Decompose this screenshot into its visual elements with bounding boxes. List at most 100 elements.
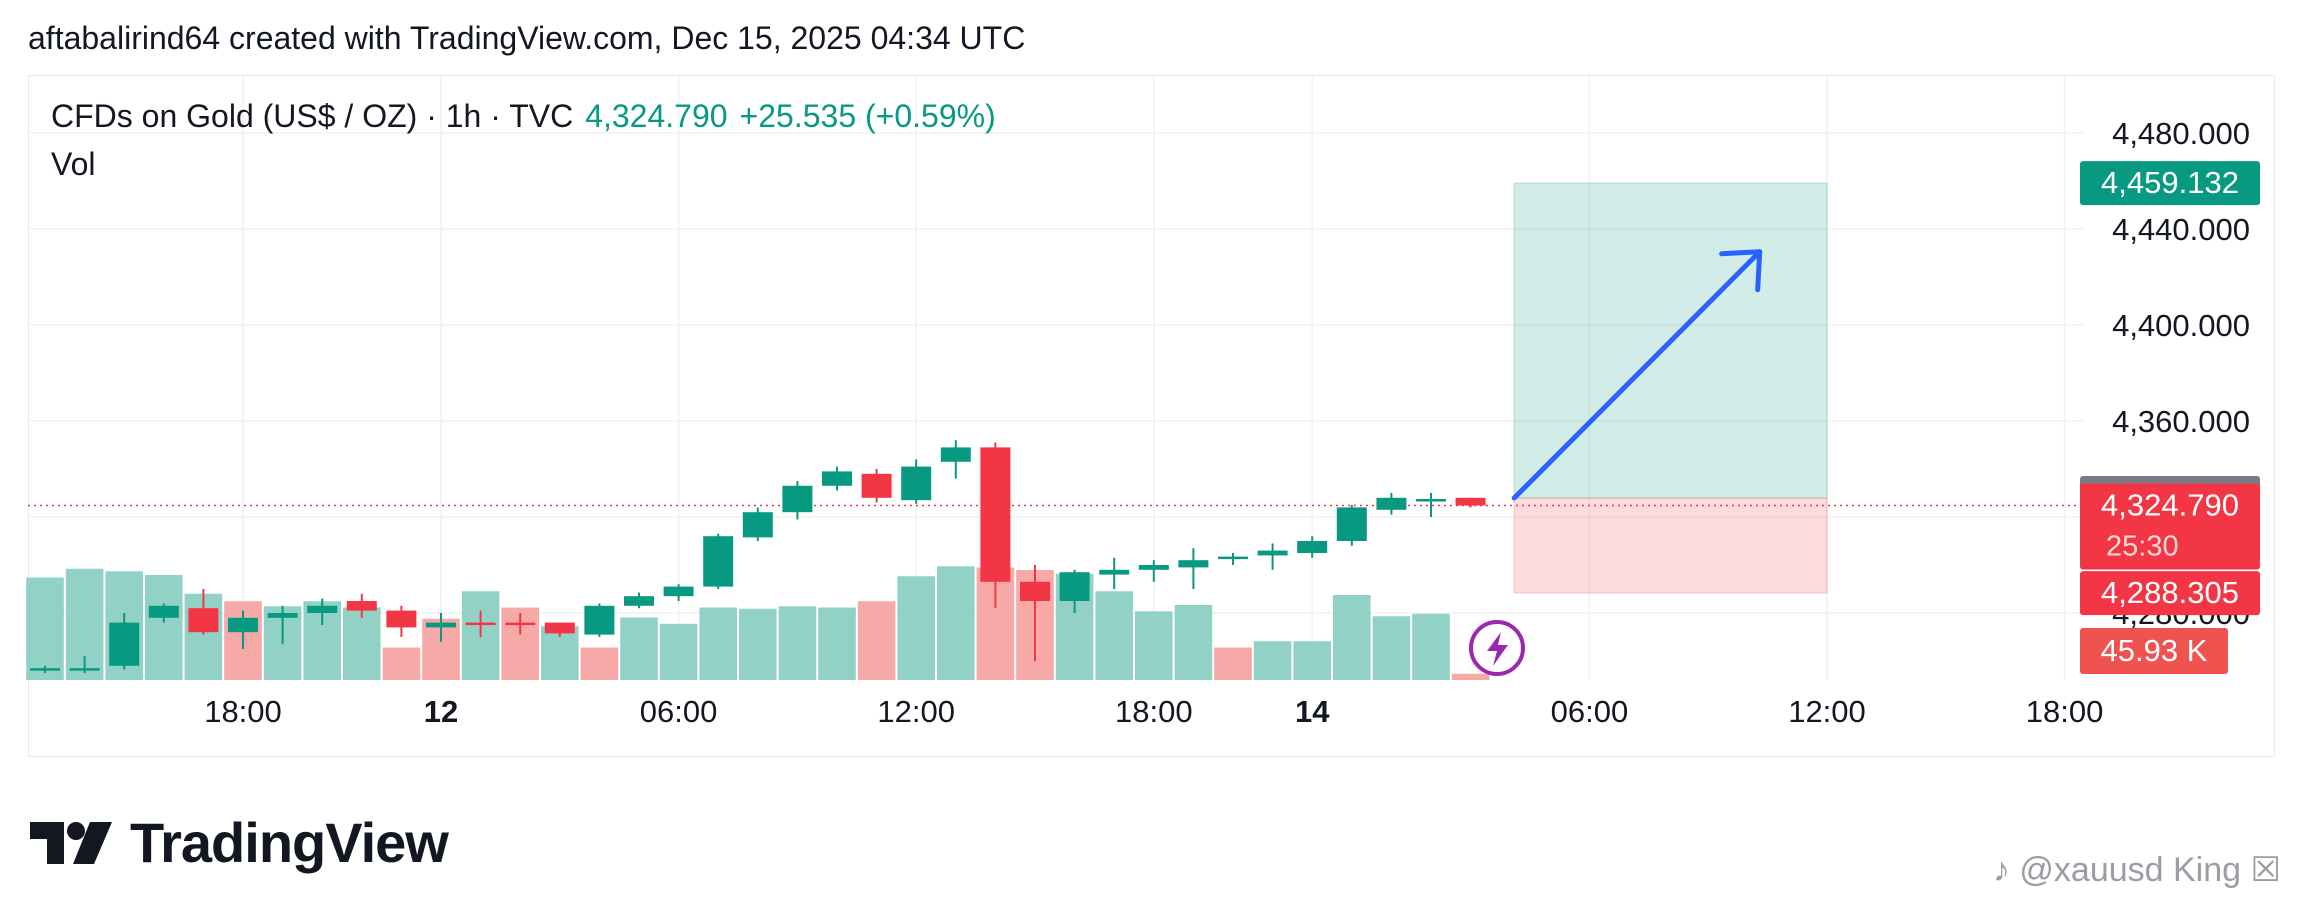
watermark-text: @xauusd King bbox=[2019, 851, 2242, 889]
volume-bar bbox=[818, 607, 856, 680]
candle-body bbox=[742, 512, 773, 538]
volume-bar bbox=[1214, 647, 1252, 680]
lightning-bolt-icon bbox=[1487, 632, 1508, 666]
lightning-event-icon[interactable] bbox=[1469, 620, 1525, 676]
volume-bar bbox=[739, 608, 777, 680]
volume-bar bbox=[699, 607, 737, 680]
volume-bar bbox=[1174, 605, 1213, 680]
volume-bar bbox=[1412, 613, 1450, 680]
candle-body bbox=[1178, 560, 1209, 568]
price-badges: 4,459.1324,327.9034,324.79025:304,288.30… bbox=[2080, 161, 2260, 616]
candle-body bbox=[1059, 572, 1090, 601]
grid bbox=[28, 76, 2085, 680]
candle-body bbox=[544, 622, 575, 634]
time-tick-label: 14 bbox=[1295, 694, 1330, 729]
symbol-title[interactable]: CFDs on Gold (US$ / OZ) · 1h · TVC bbox=[51, 98, 574, 134]
candle-body bbox=[861, 473, 892, 498]
volume-legend[interactable]: Vol bbox=[51, 146, 96, 182]
candle-body bbox=[1336, 507, 1367, 541]
volume-bar bbox=[778, 606, 817, 680]
volume-bar bbox=[937, 566, 975, 680]
volume-bar bbox=[343, 607, 381, 680]
volume-bar bbox=[580, 647, 619, 680]
price-badge-label: 4,324.790 bbox=[2101, 488, 2239, 523]
tradingview-logo-text: TradingView bbox=[130, 811, 449, 874]
watermark-icon: ♪ bbox=[1992, 851, 2010, 889]
candle-body bbox=[663, 586, 694, 597]
volume-bar bbox=[26, 577, 64, 680]
time-tick-label: 12:00 bbox=[1788, 694, 1866, 729]
time-tick-label: 06:00 bbox=[1551, 694, 1629, 729]
candles bbox=[30, 440, 1486, 673]
price-badge bbox=[2080, 161, 2260, 206]
candle-body bbox=[782, 485, 813, 513]
tradingview-logo-icon bbox=[30, 821, 112, 864]
time-tick-label: 18:00 bbox=[204, 694, 282, 729]
candle-body bbox=[1455, 497, 1486, 506]
volume-bar bbox=[659, 623, 698, 680]
time-tick-label: 18:00 bbox=[2026, 694, 2104, 729]
volume-bar bbox=[1095, 591, 1133, 680]
candle-body bbox=[1138, 565, 1169, 570]
candle-body bbox=[822, 471, 852, 486]
price-tick-label: 4,440.000 bbox=[2112, 212, 2250, 247]
candle-body bbox=[703, 536, 734, 587]
candle-body bbox=[69, 668, 100, 671]
volume-bar bbox=[1372, 616, 1411, 680]
candle-body bbox=[307, 605, 338, 613]
price-tick-label: 4,480.000 bbox=[2112, 116, 2250, 151]
price-tick-label: 4,360.000 bbox=[2112, 404, 2250, 439]
price-tick-label: 4,400.000 bbox=[2112, 308, 2250, 343]
volume-bar bbox=[1253, 641, 1292, 680]
watermark: ♪ @xauusd King ☒ bbox=[1993, 850, 2281, 890]
stop-zone bbox=[1513, 497, 1828, 594]
candle-body bbox=[1257, 550, 1288, 556]
volume-bar bbox=[1293, 641, 1331, 680]
tradingview-logo[interactable]: TradingView bbox=[30, 810, 449, 875]
candle-body bbox=[346, 601, 377, 611]
symbol-legend[interactable]: CFDs on Gold (US$ / OZ) · 1h · TVC 4,324.… bbox=[51, 98, 996, 135]
candle-body bbox=[901, 466, 932, 501]
candle-body bbox=[188, 608, 219, 633]
candle-body bbox=[624, 596, 654, 606]
watermark-box-icon: ☒ bbox=[2250, 851, 2281, 889]
candle-body bbox=[584, 605, 615, 635]
candle-body bbox=[426, 622, 456, 628]
candle-body bbox=[148, 605, 179, 618]
candle-body bbox=[940, 447, 971, 462]
last-price: 4,324.790 bbox=[585, 98, 728, 134]
candle-body bbox=[109, 622, 140, 666]
volume-bar bbox=[897, 576, 935, 680]
volume-bar bbox=[1451, 673, 1490, 680]
volume-bar bbox=[382, 647, 421, 680]
candle-body bbox=[1376, 497, 1407, 510]
time-tick-label: 12 bbox=[424, 694, 458, 729]
candle-body bbox=[1297, 541, 1328, 553]
candle-body bbox=[465, 622, 496, 626]
price-badge bbox=[2080, 483, 2260, 570]
chart-panel[interactable] bbox=[28, 75, 2275, 757]
candle-body bbox=[267, 613, 298, 618]
volume-badge bbox=[2080, 628, 2228, 674]
price-badge bbox=[2080, 571, 2260, 616]
candle-body bbox=[1416, 499, 1446, 502]
trend-arrow-line bbox=[1511, 249, 1763, 501]
volume-bar bbox=[857, 601, 896, 680]
candle-body bbox=[1218, 556, 1248, 560]
candle-body bbox=[505, 622, 536, 626]
price-change: +25.535 (+0.59%) bbox=[739, 98, 996, 134]
time-tick-label: 06:00 bbox=[640, 694, 718, 729]
price-badge-label: 4,459.132 bbox=[2101, 165, 2239, 200]
volume-bar bbox=[145, 575, 183, 680]
arrow-head-icon bbox=[1719, 249, 1763, 293]
candle-body bbox=[30, 668, 60, 671]
candle-body bbox=[386, 610, 417, 628]
candle-body bbox=[1099, 569, 1130, 575]
candle-body bbox=[980, 447, 1011, 582]
candle-body bbox=[1020, 581, 1050, 601]
time-tick-label: 12:00 bbox=[877, 694, 955, 729]
countdown-label: 25:30 bbox=[2106, 531, 2179, 563]
volume-badge-label: 45.93 K bbox=[2101, 633, 2208, 668]
time-axis: 18:00 12 06:00 12:00 18:00 14 06:00 12:00 18:00 bbox=[204, 694, 2103, 729]
